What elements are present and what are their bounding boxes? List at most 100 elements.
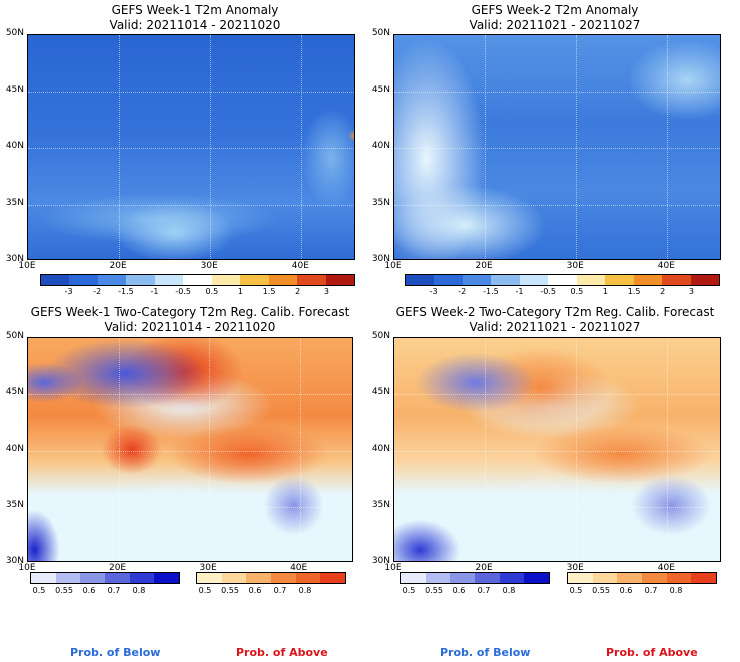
panel-3-valid: Valid: 20211014 - 20211020 <box>104 320 276 334</box>
lat-grid-line <box>394 204 720 206</box>
lat-label: 50N <box>371 28 390 38</box>
lat-label: 30N <box>5 254 24 264</box>
colorbar-tick-label: 0.8 <box>502 586 516 595</box>
colorbar-tick-label: 2 <box>295 287 301 296</box>
lat-label: 35N <box>371 197 390 208</box>
lat-grid-line <box>394 450 720 452</box>
colorbar-tick-label: 1 <box>602 287 608 296</box>
lon-grid-line <box>667 35 669 259</box>
lat-grid-line <box>28 450 352 452</box>
lon-label: 40E <box>657 261 675 271</box>
lon-label: 10E <box>18 563 36 573</box>
panel-4-valid: Valid: 20211021 - 20211027 <box>469 320 641 334</box>
colorbar-tick-label: 0.6 <box>248 586 262 595</box>
below-colorbar-2 <box>400 572 550 584</box>
below-label-2: Prob. of Below <box>440 646 531 659</box>
colorbar-tick-label: 0.5 <box>32 586 46 595</box>
lat-grid-line <box>28 204 354 206</box>
lat-label: 30N <box>371 254 390 264</box>
colorbar-tick-label: 0.5 <box>570 287 584 296</box>
lon-grid-line <box>118 338 120 561</box>
colorbar-tick-label: -1 <box>150 287 159 296</box>
colorbar-tick-label: -0.5 <box>175 287 191 296</box>
lon-grid-line <box>576 338 578 561</box>
lat-label: 45N <box>5 387 24 398</box>
lon-label: 20E <box>108 563 127 573</box>
colorbar-tick-label: -1.5 <box>483 287 499 296</box>
colorbar-tick-label: 0.7 <box>107 586 121 595</box>
lat-label: 35N <box>371 499 390 510</box>
panel-3-title-text: GEFS Week-1 Two-Category T2m Reg. Calib.… <box>30 305 350 319</box>
map-week1-category <box>27 337 353 562</box>
colorbar-tick-label: 0.5 <box>198 586 212 595</box>
colorbar-tick-label: 3 <box>323 287 329 296</box>
lat-label: 50N <box>5 331 24 341</box>
lat-label: 40N <box>371 443 390 454</box>
lat-label: 35N <box>5 197 24 208</box>
lon-label: 30E <box>566 261 584 271</box>
panel-2-title-text: GEFS Week-2 T2m Anomaly <box>471 3 639 17</box>
lon-label: 40E <box>291 261 309 271</box>
above-colorbar-1 <box>196 572 346 584</box>
lat-grid-line <box>28 148 354 149</box>
colorbar-tick-label: 0.7 <box>477 586 491 595</box>
colorbar-tick-label: 3 <box>688 287 694 296</box>
panel-3-title: GEFS Week-1 Two-Category T2m Reg. Calib.… <box>5 305 375 335</box>
lon-grid-line <box>210 35 212 259</box>
above-label-1: Prob. of Above <box>236 646 328 659</box>
lat-label: 40N <box>5 443 24 454</box>
lon-grid-line <box>299 338 301 561</box>
colorbar-tick-label: -0.5 <box>540 287 556 296</box>
colorbar-tick-label: 0.6 <box>452 586 466 595</box>
panel-4-title: GEFS Week-2 Two-Category T2m Reg. Calib.… <box>370 305 740 335</box>
lat-label: 45N <box>5 84 24 95</box>
colorbar-tick-label: 0.5 <box>402 586 416 595</box>
lon-label: 20E <box>475 261 493 271</box>
lat-label: 30N <box>371 556 390 566</box>
colorbar-tick-label: 0.5 <box>205 287 219 296</box>
lat-label: 30N <box>5 556 24 566</box>
colorbar-tick-label: 0.55 <box>425 586 443 595</box>
lon-label: 30E <box>200 261 218 271</box>
panel-1-title: GEFS Week-1 T2m Anomaly Valid: 20211014 … <box>10 3 380 33</box>
map-week1-anomaly <box>27 34 355 260</box>
lon-label: 20E <box>475 563 493 573</box>
map-week2-category <box>393 337 721 562</box>
lat-grid-line <box>28 91 354 93</box>
lon-label: 40E <box>290 563 308 573</box>
panel-1-title-text: GEFS Week-1 T2m Anomaly <box>111 3 279 17</box>
below-label-1: Prob. of Below <box>70 646 161 659</box>
lat-label: 45N <box>371 84 390 95</box>
colorbar-tick-label: 0.55 <box>592 586 610 595</box>
colorbar-tick-label: 0.55 <box>221 586 239 595</box>
lon-label: 10E <box>384 261 402 271</box>
anomaly-colorbar-1 <box>40 274 355 286</box>
colorbar-tick-label: 1.5 <box>627 287 641 296</box>
lon-grid-line <box>667 338 669 561</box>
colorbar-tick-label: 0.7 <box>644 586 658 595</box>
lat-grid-line <box>28 506 352 508</box>
panel-2-valid: Valid: 20211021 - 20211027 <box>469 18 641 32</box>
panel-1-valid: Valid: 20211014 - 20211020 <box>109 18 281 32</box>
colorbar-tick-label: 0.5 <box>569 586 583 595</box>
colorbar-tick-label: -3 <box>64 287 73 296</box>
colorbar-tick-label: 0.7 <box>273 586 287 595</box>
colorbar-tick-label: 1.5 <box>262 287 276 296</box>
colorbar-tick-label: 2 <box>660 287 666 296</box>
lon-label: 30E <box>566 563 584 573</box>
lat-label: 50N <box>5 28 24 38</box>
lat-label: 40N <box>371 141 390 151</box>
lon-grid-line <box>576 35 578 259</box>
lon-label: 40E <box>657 563 675 573</box>
lat-grid-line <box>394 506 720 508</box>
lat-grid-line <box>394 148 720 149</box>
lat-grid-line <box>394 394 720 396</box>
colorbar-tick-label: -1 <box>515 287 524 296</box>
lat-label: 35N <box>5 499 24 510</box>
lon-label: 10E <box>18 261 36 271</box>
panel-2-title: GEFS Week-2 T2m Anomaly Valid: 20211021 … <box>370 3 740 33</box>
colorbar-tick-label: -2 <box>458 287 467 296</box>
colorbar-tick-label: 0.6 <box>619 586 633 595</box>
lat-label: 40N <box>5 141 24 151</box>
colorbar-tick-label: 0.6 <box>82 586 96 595</box>
